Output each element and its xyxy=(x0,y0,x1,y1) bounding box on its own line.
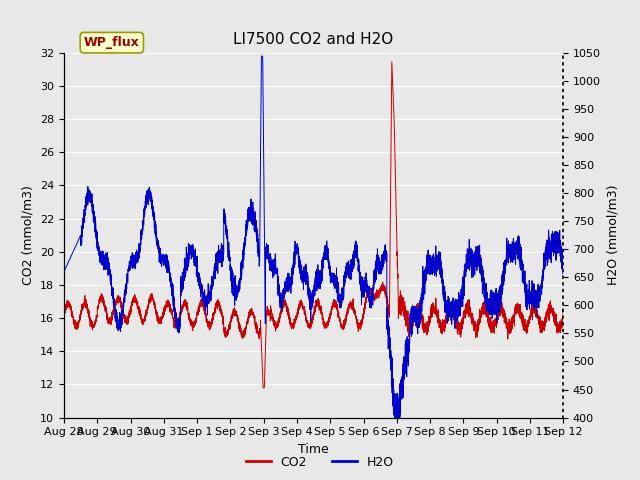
Text: WP_flux: WP_flux xyxy=(84,36,140,49)
Legend: CO2, H2O: CO2, H2O xyxy=(241,451,399,474)
Y-axis label: CO2 (mmol/m3): CO2 (mmol/m3) xyxy=(22,185,35,285)
X-axis label: Time: Time xyxy=(298,443,329,456)
Y-axis label: H2O (mmol/m3): H2O (mmol/m3) xyxy=(607,185,620,286)
Title: LI7500 CO2 and H2O: LI7500 CO2 and H2O xyxy=(234,33,394,48)
